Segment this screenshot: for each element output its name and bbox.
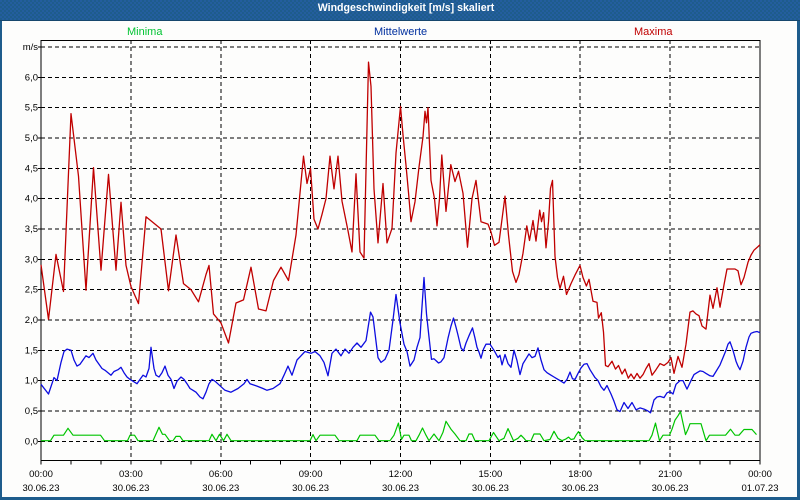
svg-text:0,5: 0,5 (25, 406, 38, 417)
svg-text:30.06.23: 30.06.23 (382, 483, 419, 494)
svg-text:30.06.23: 30.06.23 (562, 483, 599, 494)
svg-text:03:00: 03:00 (119, 469, 143, 480)
svg-text:2,5: 2,5 (25, 285, 38, 296)
svg-text:2,0: 2,0 (25, 315, 38, 326)
svg-text:0,0: 0,0 (25, 436, 38, 447)
svg-text:15:00: 15:00 (479, 469, 503, 480)
svg-text:30.06.23: 30.06.23 (202, 483, 239, 494)
svg-text:4,0: 4,0 (25, 194, 38, 205)
svg-text:00:00: 00:00 (748, 469, 772, 480)
svg-text:3,5: 3,5 (25, 224, 38, 235)
svg-text:1,5: 1,5 (25, 345, 38, 356)
svg-text:30.06.23: 30.06.23 (23, 483, 60, 494)
svg-text:3,0: 3,0 (25, 254, 38, 265)
svg-text:00:00: 00:00 (29, 469, 53, 480)
svg-text:1,0: 1,0 (25, 376, 38, 387)
svg-text:18:00: 18:00 (568, 469, 592, 480)
svg-text:12:00: 12:00 (389, 469, 413, 480)
svg-text:21:00: 21:00 (658, 469, 682, 480)
svg-text:01.07.23: 01.07.23 (742, 483, 779, 494)
svg-text:30.06.23: 30.06.23 (292, 483, 329, 494)
svg-text:30.06.23: 30.06.23 (112, 483, 149, 494)
svg-text:5,5: 5,5 (25, 103, 38, 114)
svg-text:09:00: 09:00 (299, 469, 323, 480)
svg-text:06:00: 06:00 (209, 469, 233, 480)
svg-text:6,0: 6,0 (25, 72, 38, 83)
svg-text:30.06.23: 30.06.23 (472, 483, 509, 494)
svg-text:30.06.23: 30.06.23 (652, 483, 689, 494)
svg-text:5,0: 5,0 (25, 133, 38, 144)
svg-text:m/s: m/s (23, 42, 39, 53)
svg-text:4,5: 4,5 (25, 163, 38, 174)
